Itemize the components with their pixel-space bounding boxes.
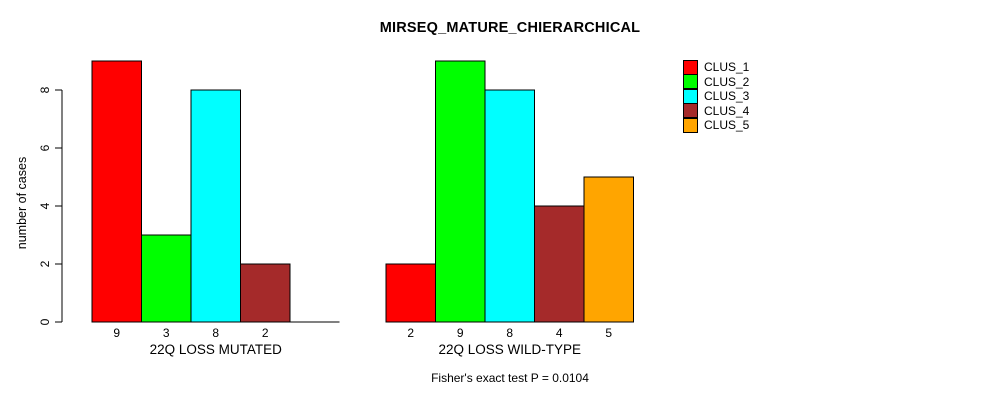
legend-swatch-clus_3 [683, 88, 698, 104]
y-axis-tick-label: 4 [38, 202, 52, 209]
y-axis-tick-label: 6 [38, 144, 52, 151]
bar-clus_1-group2 [385, 263, 436, 323]
bar-count-label: 4 [556, 326, 563, 340]
y-axis-tick-label: 2 [38, 260, 52, 267]
bar-count-label: 2 [407, 326, 414, 340]
bar-clus_3-group2 [484, 89, 535, 323]
bar-clus_5-group2 [583, 176, 634, 323]
bar-clus_2-group2 [435, 60, 486, 323]
legend: CLUS_1 CLUS_2 CLUS_3 CLUS_4 CLUS_5 [683, 59, 750, 133]
legend-label: CLUS_2 [704, 74, 750, 89]
bar-count-label: 8 [212, 326, 219, 340]
bar-count-label: 9 [457, 326, 464, 340]
bar-count-label: 2 [262, 326, 269, 340]
legend-item-clus_3: CLUS_3 [683, 88, 750, 104]
bar-clus_2-group1 [141, 234, 192, 323]
legend-label: CLUS_1 [704, 60, 750, 75]
bar-clus_1-group1 [91, 60, 142, 323]
bar-count-label: 8 [506, 326, 513, 340]
fisher-test-annotation: Fisher's exact test P = 0.0104 [431, 371, 589, 385]
x-axis-group-label: 22Q LOSS WILD-TYPE [438, 342, 581, 357]
legend-item-clus_2: CLUS_2 [683, 74, 750, 90]
bar-count-label: 9 [113, 326, 120, 340]
legend-swatch-clus_2 [683, 74, 698, 90]
y-axis-tick-label: 0 [38, 318, 52, 325]
legend-label: CLUS_5 [704, 118, 750, 133]
legend-swatch-clus_4 [683, 103, 698, 119]
legend-swatch-clus_5 [683, 117, 698, 133]
bar-count-label: 3 [163, 326, 170, 340]
y-axis-tick-label: 8 [38, 86, 52, 93]
legend-item-clus_1: CLUS_1 [683, 59, 750, 75]
legend-label: CLUS_4 [704, 103, 750, 118]
legend-label: CLUS_3 [704, 89, 750, 104]
bar-clus_4-group2 [534, 205, 585, 323]
legend-swatch-clus_1 [683, 59, 698, 75]
bar-clus_3-group1 [190, 89, 241, 323]
bar-count-label: 5 [605, 326, 612, 340]
legend-item-clus_4: CLUS_4 [683, 103, 750, 119]
x-axis-group-label: 22Q LOSS MUTATED [150, 342, 283, 357]
bar-clus_4-group1 [240, 263, 291, 323]
chart-title: MIRSEQ_MATURE_CHIERARCHICAL [379, 20, 641, 36]
legend-item-clus_5: CLUS_5 [683, 117, 750, 133]
